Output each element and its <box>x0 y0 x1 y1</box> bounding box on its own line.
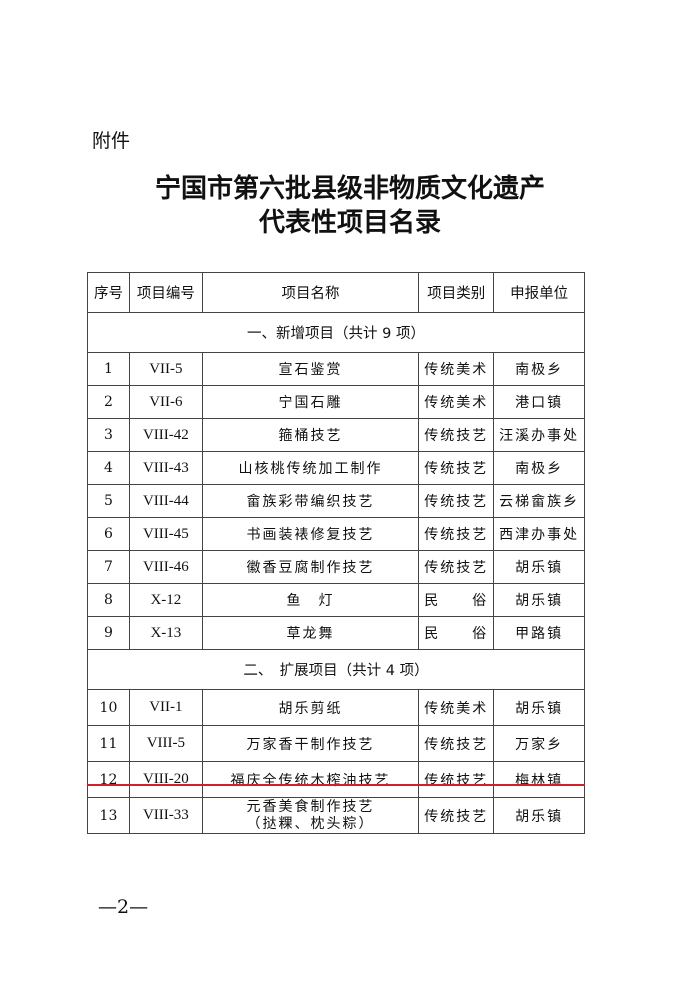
cell-name: 元香美食制作技艺 （挞粿、枕头粽） <box>201 797 420 834</box>
cell-num: 4 <box>87 451 130 485</box>
page-number: —2— <box>98 896 149 918</box>
cell-unit: 甲路镇 <box>493 616 585 650</box>
table-row: 4 VIII-43 山核桃传统加工制作 传统技艺 南极乡 <box>87 451 585 485</box>
section-label: 二、 扩展项目（共计 4 项） <box>87 649 585 690</box>
cell-name: 书画装裱修复技艺 <box>201 517 420 551</box>
table-row: 13 VIII-33 元香美食制作技艺 （挞粿、枕头粽） 传统技艺 胡乐镇 <box>87 797 585 834</box>
cell-num: 11 <box>87 725 130 762</box>
cell-code: VIII-42 <box>128 418 203 452</box>
cell-unit: 西津办事处 <box>493 517 585 551</box>
cell-code: VIII-33 <box>128 797 203 834</box>
cell-num: 9 <box>87 616 130 650</box>
cell-name: 鱼 灯 <box>201 583 420 617</box>
cell-code: VIII-45 <box>128 517 203 551</box>
header-cell: 项目名称 <box>201 272 420 313</box>
table-row: 3 VIII-42 箍桶技艺 传统技艺 汪溪办事处 <box>87 418 585 452</box>
cell-unit: 港口镇 <box>493 385 585 419</box>
cell-unit: 万家乡 <box>493 725 585 762</box>
cell-unit: 南极乡 <box>493 352 585 386</box>
cell-code: VIII-5 <box>128 725 203 762</box>
table-row: 2 VII-6 宁国石雕 传统美术 港口镇 <box>87 385 585 419</box>
table-row: 10 VII-1 胡乐剪纸 传统美术 胡乐镇 <box>87 689 585 726</box>
red-annotation-line <box>87 784 585 786</box>
cell-unit: 梅林镇 <box>493 761 585 798</box>
project-table: 序号 项目编号 项目名称 项目类别 申报单位 一、新增项目（共计 9 项） 1 VI… <box>87 272 585 834</box>
table-row: 6 VIII-45 书画装裱修复技艺 传统技艺 西津办事处 <box>87 517 585 551</box>
cell-num: 2 <box>87 385 130 419</box>
table-row: 11 VIII-5 万家香干制作技艺 传统技艺 万家乡 <box>87 725 585 762</box>
cell-name: 草龙舞 <box>201 616 420 650</box>
cell-num: 10 <box>87 689 130 726</box>
cell-unit: 云梯畲族乡 <box>493 484 585 518</box>
header-row: 序号 项目编号 项目名称 项目类别 申报单位 <box>87 272 585 313</box>
header-cell: 项目编号 <box>128 272 203 313</box>
table-row: 1 VII-5 宣石鉴赏 传统美术 南极乡 <box>87 352 585 386</box>
cell-name: 福庆全传统木榨油技艺 <box>201 761 420 798</box>
cell-cat: 传统技艺 <box>418 761 495 798</box>
cell-cat: 传统技艺 <box>418 550 495 584</box>
cell-cat: 传统技艺 <box>418 797 495 834</box>
header-cell: 序号 <box>87 272 130 313</box>
cell-num: 3 <box>87 418 130 452</box>
cell-unit: 胡乐镇 <box>493 797 585 834</box>
cell-cat: 传统技艺 <box>418 418 495 452</box>
title-line-1: 宁国市第六批县级非物质文化遗产 <box>154 174 545 204</box>
cell-cat: 传统美术 <box>418 689 495 726</box>
cell-num: 5 <box>87 484 130 518</box>
cell-name: 胡乐剪纸 <box>201 689 420 726</box>
cell-num: 1 <box>87 352 130 386</box>
cell-cat: 民 俗 <box>418 583 495 617</box>
cell-name: 宁国石雕 <box>201 385 420 419</box>
cell-code: VIII-20 <box>128 761 203 798</box>
header-cell: 申报单位 <box>493 272 585 313</box>
cell-cat: 民 俗 <box>418 616 495 650</box>
cell-cat: 传统技艺 <box>418 517 495 551</box>
cell-num: 13 <box>87 797 130 834</box>
table-row: 12 VIII-20 福庆全传统木榨油技艺 传统技艺 梅林镇 <box>87 761 585 798</box>
cell-code: VII-6 <box>128 385 203 419</box>
cell-code: VIII-44 <box>128 484 203 518</box>
header-cell: 项目类别 <box>418 272 495 313</box>
cell-code: X-12 <box>128 583 203 617</box>
table-row: 5 VIII-44 畲族彩带编织技艺 传统技艺 云梯畲族乡 <box>87 484 585 518</box>
cell-name: 万家香干制作技艺 <box>201 725 420 762</box>
title-line-2: 代表性项目名录 <box>258 208 441 238</box>
cell-name: 山核桃传统加工制作 <box>201 451 420 485</box>
attachment-label: 附件 <box>92 130 131 152</box>
cell-num: 7 <box>87 550 130 584</box>
cell-name: 畲族彩带编织技艺 <box>201 484 420 518</box>
cell-num: 8 <box>87 583 130 617</box>
cell-code: X-13 <box>128 616 203 650</box>
table-row: 9 X-13 草龙舞民 俗甲路镇 <box>87 616 585 650</box>
cell-cat: 传统技艺 <box>418 484 495 518</box>
cell-unit: 胡乐镇 <box>493 689 585 726</box>
cell-code: VIII-46 <box>128 550 203 584</box>
cell-num: 12 <box>87 761 130 798</box>
cell-name: 徽香豆腐制作技艺 <box>201 550 420 584</box>
cell-unit: 胡乐镇 <box>493 550 585 584</box>
cell-cat: 传统美术 <box>418 385 495 419</box>
table-row: 8 X-12 鱼 灯民 俗胡乐镇 <box>87 583 585 617</box>
cell-name: 箍桶技艺 <box>201 418 420 452</box>
cell-code: VII-5 <box>128 352 203 386</box>
cell-cat: 传统技艺 <box>418 725 495 762</box>
cell-num: 6 <box>87 517 130 551</box>
cell-name: 宣石鉴赏 <box>201 352 420 386</box>
cell-cat: 传统美术 <box>418 352 495 386</box>
cell-code: VII-1 <box>128 689 203 726</box>
cell-code: VIII-43 <box>128 451 203 485</box>
cell-unit: 汪溪办事处 <box>493 418 585 452</box>
table-row: 7 VIII-46 徽香豆腐制作技艺 传统技艺 胡乐镇 <box>87 550 585 584</box>
cell-unit: 胡乐镇 <box>493 583 585 617</box>
section-row: 一、新增项目（共计 9 项） <box>87 312 585 353</box>
section-row: 二、 扩展项目（共计 4 项） <box>87 649 585 690</box>
cell-cat: 传统技艺 <box>418 451 495 485</box>
cell-unit: 南极乡 <box>493 451 585 485</box>
section-label: 一、新增项目（共计 9 项） <box>87 312 585 353</box>
